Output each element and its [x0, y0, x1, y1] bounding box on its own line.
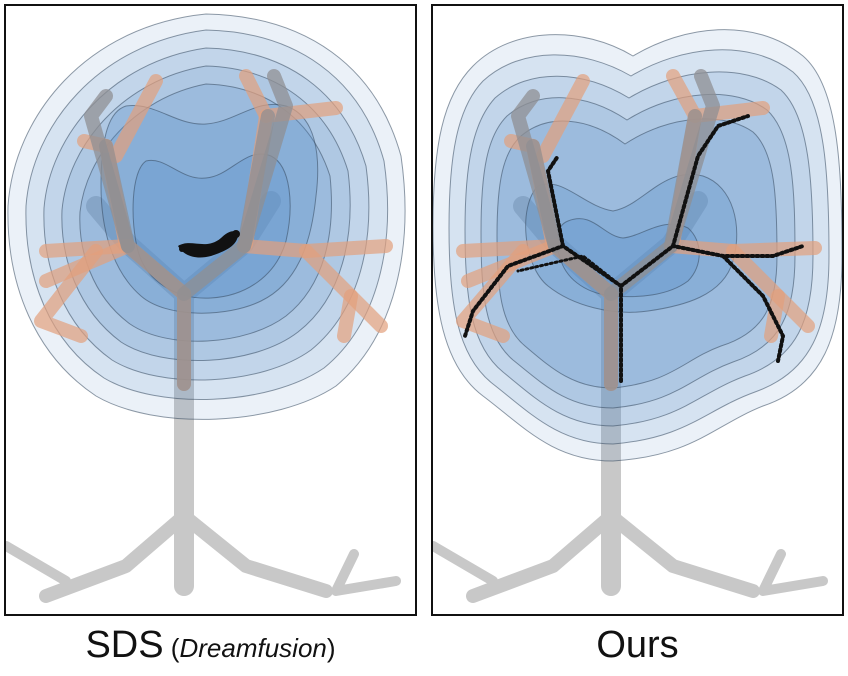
sds-caption-main: SDS: [85, 624, 164, 666]
ours-density-plot: [433, 29, 842, 603]
tree-branches: [34, 69, 393, 391]
ours-caption: Ours: [431, 622, 844, 668]
sds-caption-paren-open: (: [163, 633, 180, 663]
ours-samples-along-branches: [463, 114, 805, 383]
density-contours: [7, 13, 406, 420]
ours-caption-main: Ours: [596, 624, 679, 666]
sds-caption-paren-close: ): [326, 633, 336, 663]
ours-result-panel: [431, 4, 844, 616]
sds-result-panel: [4, 4, 417, 616]
sds-caption-method: Dreamfusion: [179, 633, 327, 663]
sds-caption: SDS (Dreamfusion): [4, 622, 417, 668]
sds-collapsed-samples: [178, 230, 240, 258]
sds-density-plot: [6, 13, 406, 603]
